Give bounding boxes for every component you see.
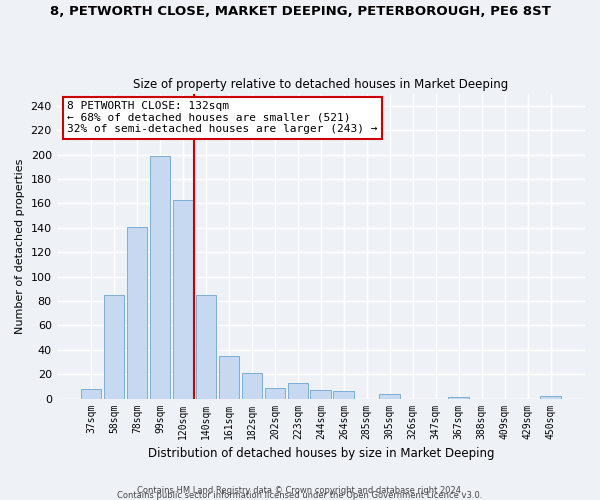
Bar xyxy=(80,389,101,398)
Title: Size of property relative to detached houses in Market Deeping: Size of property relative to detached ho… xyxy=(133,78,508,91)
Bar xyxy=(218,356,239,399)
Bar xyxy=(265,388,285,398)
Bar xyxy=(287,382,308,398)
Text: Contains public sector information licensed under the Open Government Licence v3: Contains public sector information licen… xyxy=(118,491,482,500)
Y-axis label: Number of detached properties: Number of detached properties xyxy=(15,158,25,334)
Bar xyxy=(127,226,148,398)
Bar xyxy=(196,295,216,399)
Bar xyxy=(379,394,400,398)
Bar xyxy=(173,200,193,398)
Bar xyxy=(334,391,354,398)
Bar xyxy=(541,396,561,398)
Bar xyxy=(149,156,170,398)
Bar xyxy=(310,390,331,398)
Text: 8, PETWORTH CLOSE, MARKET DEEPING, PETERBOROUGH, PE6 8ST: 8, PETWORTH CLOSE, MARKET DEEPING, PETER… xyxy=(50,5,550,18)
Text: 8 PETWORTH CLOSE: 132sqm
← 68% of detached houses are smaller (521)
32% of semi-: 8 PETWORTH CLOSE: 132sqm ← 68% of detach… xyxy=(67,101,378,134)
Text: Contains HM Land Registry data © Crown copyright and database right 2024.: Contains HM Land Registry data © Crown c… xyxy=(137,486,463,495)
Bar xyxy=(242,373,262,398)
Bar xyxy=(104,295,124,399)
X-axis label: Distribution of detached houses by size in Market Deeping: Distribution of detached houses by size … xyxy=(148,447,494,460)
